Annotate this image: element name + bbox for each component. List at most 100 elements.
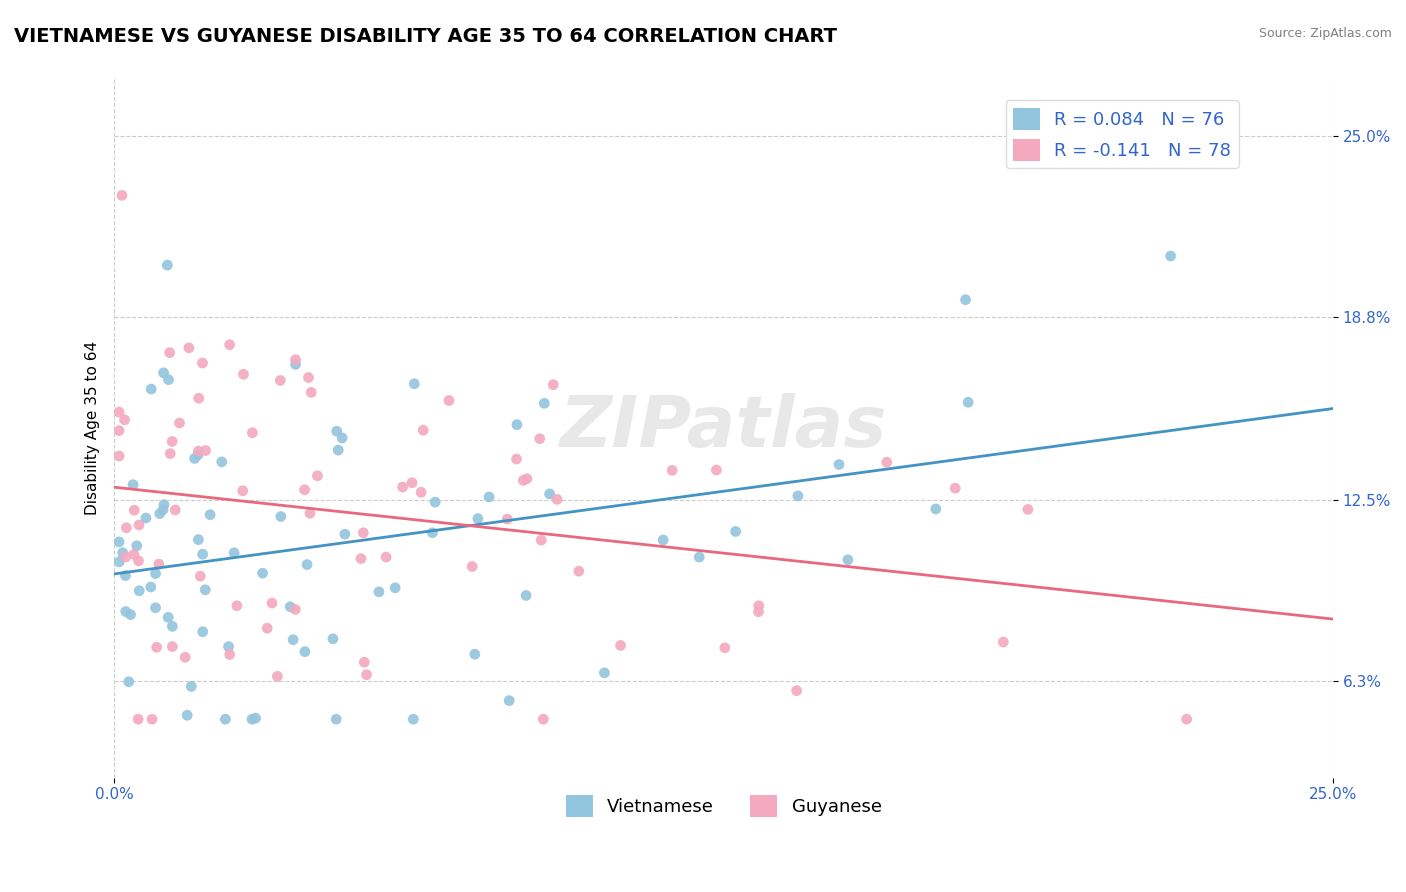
Point [593, 665, 616, 680]
Point [152, 502, 174, 516]
Point [159, 447, 181, 461]
Point [122, 503, 145, 517]
Point [498, 693, 520, 707]
Point [467, 511, 489, 525]
Point [423, 495, 446, 509]
Point [115, 521, 138, 535]
Point [464, 647, 486, 661]
Point [114, 413, 136, 427]
Point [325, 424, 347, 438]
Point [330, 431, 353, 445]
Point [925, 502, 948, 516]
Point [955, 293, 977, 307]
Point [232, 368, 254, 382]
Point [412, 423, 434, 437]
Point [194, 443, 217, 458]
Point [546, 492, 568, 507]
Point [297, 370, 319, 384]
Point [411, 485, 433, 500]
Point [191, 547, 214, 561]
Point [652, 533, 675, 547]
Point [198, 508, 221, 522]
Point [114, 605, 136, 619]
Point [157, 373, 180, 387]
Point [333, 527, 356, 541]
Point [114, 568, 136, 582]
Point [148, 557, 170, 571]
Point [153, 498, 176, 512]
Point [505, 452, 527, 467]
Point [108, 535, 131, 549]
Point [187, 444, 209, 458]
Point [478, 490, 501, 504]
Point [530, 533, 553, 547]
Point [307, 468, 329, 483]
Point [516, 472, 538, 486]
Point [218, 640, 240, 654]
Point [368, 584, 391, 599]
Legend: Vietnamese, Guyanese: Vietnamese, Guyanese [558, 788, 889, 824]
Point [169, 416, 191, 430]
Point [541, 377, 564, 392]
Point [127, 712, 149, 726]
Point [122, 548, 145, 562]
Point [187, 533, 209, 547]
Point [266, 669, 288, 683]
Point [256, 621, 278, 635]
Point [506, 417, 529, 432]
Point [384, 581, 406, 595]
Text: Source: ZipAtlas.com: Source: ZipAtlas.com [1258, 27, 1392, 40]
Point [118, 674, 141, 689]
Point [422, 525, 444, 540]
Point [214, 712, 236, 726]
Point [180, 680, 202, 694]
Point [957, 395, 980, 409]
Point [787, 489, 810, 503]
Point [240, 712, 263, 726]
Point [135, 511, 157, 525]
Point [128, 554, 150, 568]
Point [128, 518, 150, 533]
Point [115, 549, 138, 564]
Point [284, 358, 307, 372]
Point [139, 580, 162, 594]
Point [352, 525, 374, 540]
Point [232, 483, 254, 498]
Point [284, 602, 307, 616]
Point [531, 712, 554, 726]
Point [187, 391, 209, 405]
Point [1017, 502, 1039, 516]
Point [688, 550, 710, 565]
Point [661, 463, 683, 477]
Point [714, 640, 737, 655]
Point [187, 448, 209, 462]
Y-axis label: Disability Age 35 to 64: Disability Age 35 to 64 [86, 341, 100, 515]
Point [391, 480, 413, 494]
Point [157, 610, 180, 624]
Point [125, 539, 148, 553]
Point [724, 524, 747, 539]
Point [278, 599, 301, 614]
Point [876, 455, 898, 469]
Point [145, 566, 167, 581]
Point [943, 481, 966, 495]
Point [260, 596, 283, 610]
Point [145, 640, 167, 655]
Point [160, 434, 183, 449]
Point [375, 550, 398, 565]
Point [183, 451, 205, 466]
Point [281, 632, 304, 647]
Point [1175, 712, 1198, 726]
Point [299, 506, 322, 520]
Point [299, 385, 322, 400]
Text: VIETNAMESE VS GUYANESE DISABILITY AGE 35 TO 64 CORRELATION CHART: VIETNAMESE VS GUYANESE DISABILITY AGE 35… [14, 27, 837, 45]
Point [322, 632, 344, 646]
Point [353, 655, 375, 669]
Point [252, 566, 274, 581]
Point [225, 599, 247, 613]
Point [350, 551, 373, 566]
Point [218, 648, 240, 662]
Point [515, 589, 537, 603]
Point [529, 432, 551, 446]
Point [224, 546, 246, 560]
